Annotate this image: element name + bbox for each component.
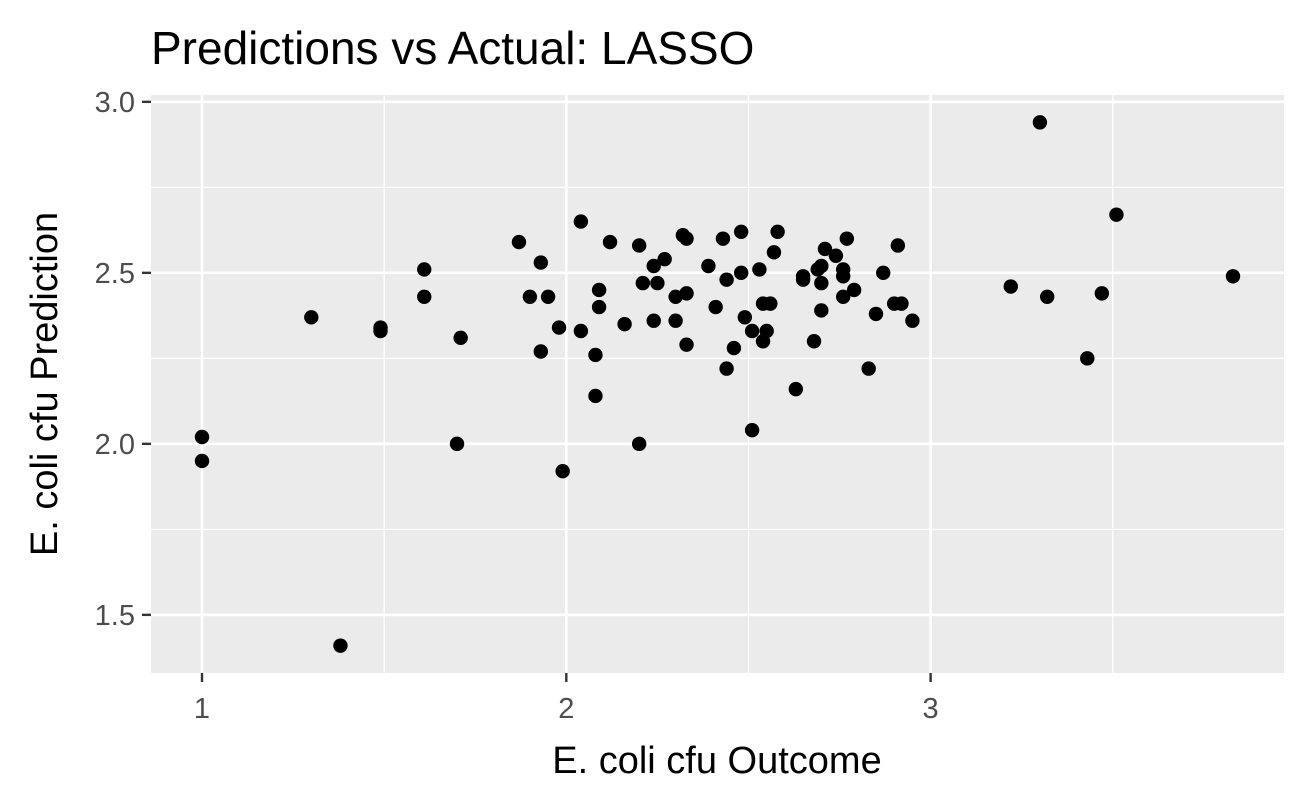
data-point — [861, 361, 876, 376]
x-tick-label: 3 — [923, 693, 939, 725]
data-point — [533, 255, 549, 270]
y-tick-label: 2.0 — [95, 429, 135, 461]
data-point — [453, 330, 468, 346]
data-point — [588, 388, 603, 404]
data-point — [650, 275, 665, 291]
data-point — [591, 299, 607, 315]
data-point — [1039, 289, 1055, 304]
data-point — [657, 251, 672, 267]
data-point — [905, 313, 920, 328]
data-point — [588, 347, 603, 363]
data-point — [744, 422, 760, 438]
data-point — [591, 282, 607, 298]
data-point — [1080, 351, 1095, 366]
data-point — [617, 316, 632, 332]
data-point — [806, 334, 822, 349]
data-point — [759, 323, 774, 339]
data-point — [551, 320, 567, 335]
data-point — [573, 323, 589, 339]
data-point — [373, 323, 388, 339]
data-point — [763, 296, 778, 311]
data-point — [708, 299, 723, 315]
y-axis: 1.5 2.0 2.5 3.0 — [95, 87, 151, 632]
data-point — [766, 245, 782, 260]
plot-panel — [151, 95, 1284, 673]
data-point — [1003, 279, 1018, 294]
minor-gridlines — [151, 95, 1284, 673]
data-point — [646, 313, 661, 328]
y-tick-label: 2.5 — [95, 258, 135, 290]
data-point — [522, 289, 538, 304]
x-axis: 1 2 3 — [194, 673, 939, 725]
data-point — [701, 258, 716, 274]
data-point — [646, 258, 661, 274]
y-axis-title: E. coli cfu Prediction — [24, 212, 66, 556]
data-point — [846, 282, 862, 298]
data-point — [770, 224, 785, 240]
data-point — [1109, 207, 1124, 222]
data-point — [304, 310, 319, 325]
data-point — [1032, 115, 1048, 130]
data-point — [449, 436, 465, 452]
data-point — [417, 289, 432, 304]
data-point — [333, 638, 348, 653]
x-tick-label: 1 — [194, 693, 210, 725]
data-point — [631, 238, 647, 253]
data-point — [817, 241, 833, 257]
data-point — [635, 275, 651, 291]
data-point — [726, 340, 742, 356]
data-point — [839, 231, 855, 246]
data-point — [417, 262, 432, 277]
data-point — [1225, 269, 1241, 284]
data-point — [719, 361, 734, 376]
data-point — [737, 310, 753, 325]
x-tick-label: 2 — [558, 693, 574, 725]
data-point — [540, 289, 556, 304]
data-point — [814, 275, 829, 291]
y-tick-label: 1.5 — [95, 600, 135, 632]
data-point — [602, 234, 618, 250]
data-point — [868, 306, 884, 322]
data-point — [876, 265, 891, 281]
data-point — [194, 453, 210, 469]
data-point — [194, 429, 210, 445]
data-point — [668, 289, 683, 304]
data-point — [828, 248, 844, 263]
data-point — [894, 296, 909, 311]
data-point — [533, 344, 549, 359]
data-point — [679, 231, 694, 246]
data-point — [814, 303, 829, 318]
data-point — [511, 234, 527, 250]
data-point — [890, 238, 906, 253]
data-point — [679, 337, 694, 352]
chart-title: Predictions vs Actual: LASSO — [151, 22, 754, 74]
data-point — [733, 224, 749, 240]
data-point — [715, 231, 731, 246]
data-points — [194, 115, 1241, 653]
data-point — [835, 289, 851, 304]
data-point — [555, 464, 570, 479]
data-point — [814, 258, 829, 274]
data-point — [744, 323, 760, 339]
data-point — [788, 381, 804, 397]
data-point — [835, 269, 851, 284]
major-gridlines — [151, 95, 1284, 673]
data-point — [668, 313, 683, 328]
data-point — [795, 272, 811, 287]
data-point — [1094, 286, 1110, 301]
data-point — [679, 286, 694, 301]
y-tick-label: 3.0 — [95, 87, 135, 119]
data-point — [752, 262, 767, 277]
data-point — [719, 272, 734, 287]
data-point — [573, 214, 589, 229]
x-axis-title: E. coli cfu Outcome — [552, 740, 881, 782]
data-point — [733, 265, 749, 281]
data-point — [631, 436, 647, 452]
